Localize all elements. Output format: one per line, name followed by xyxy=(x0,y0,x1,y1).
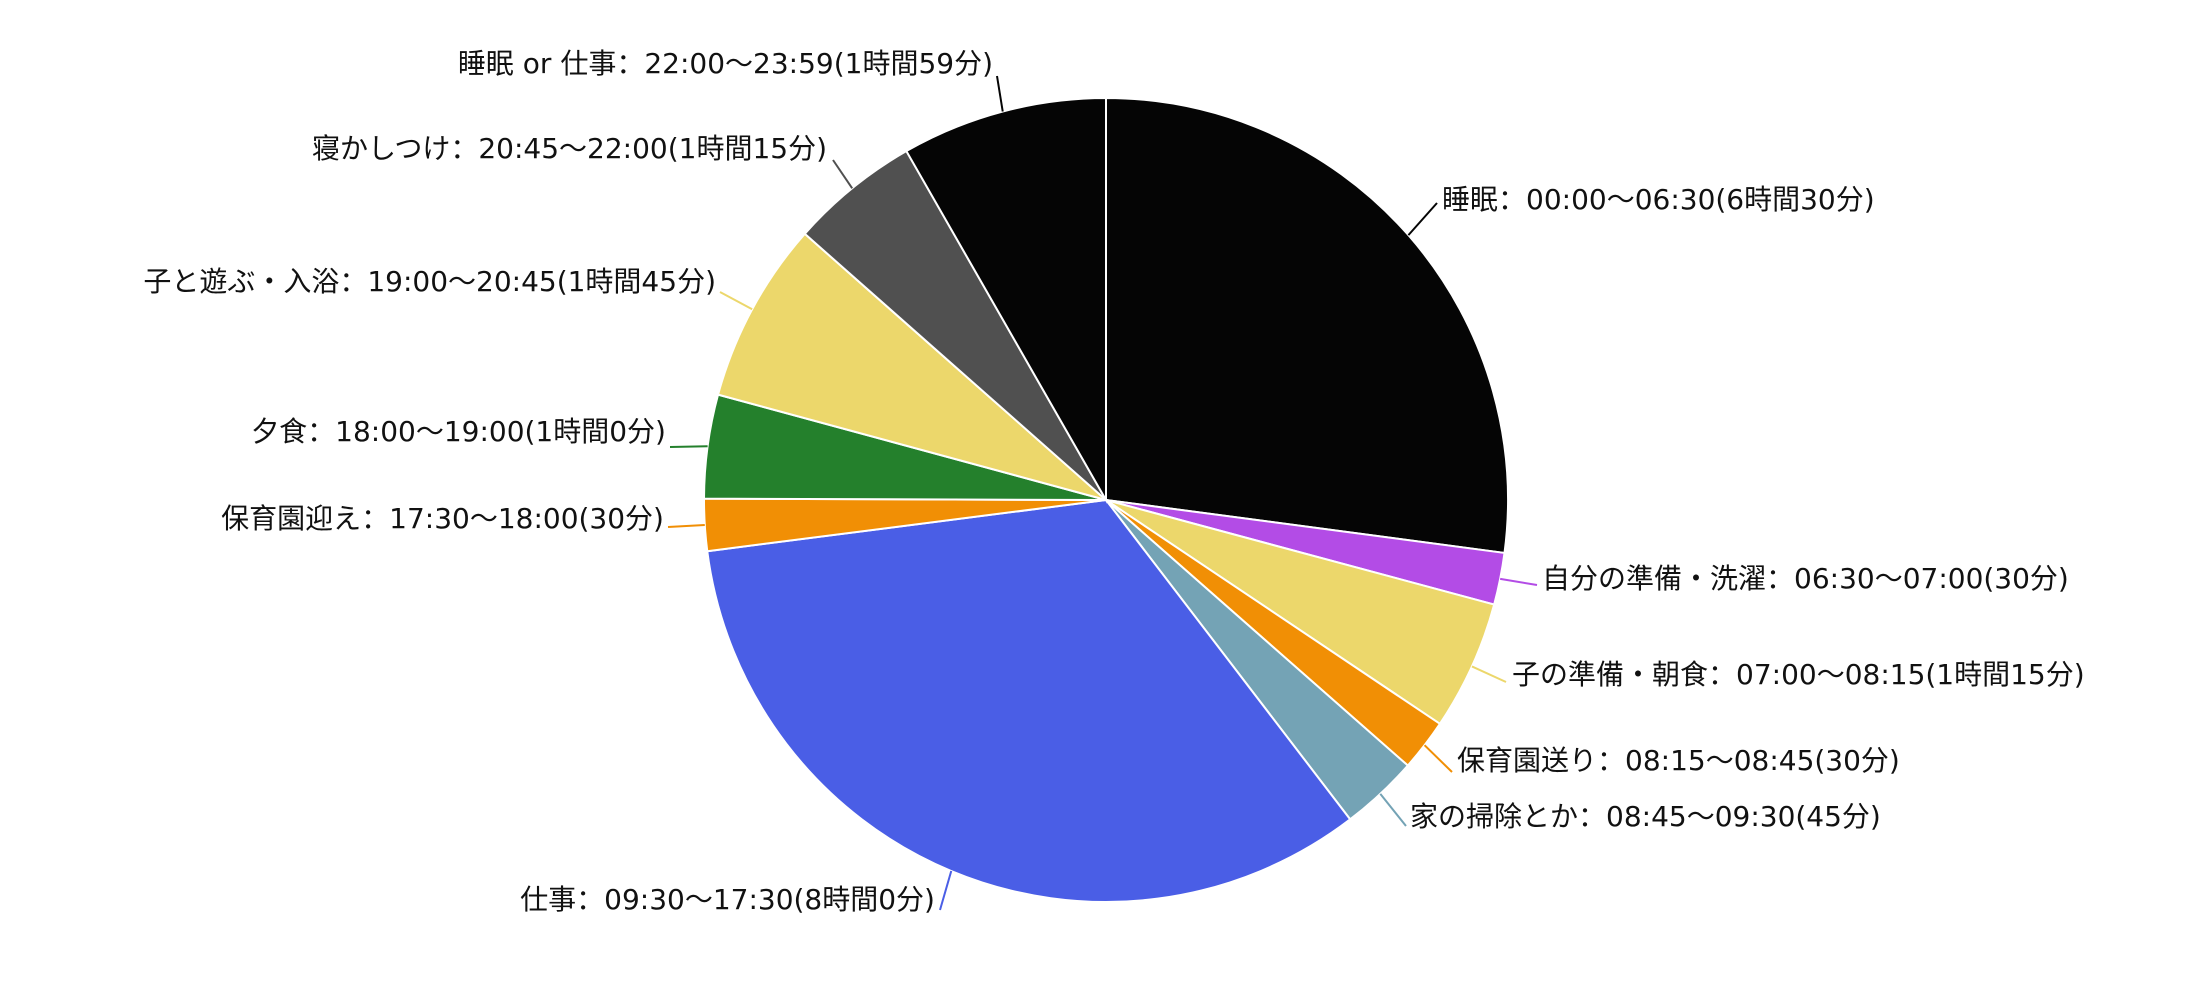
slice-label-9: 子と遊ぶ・入浴：19:00〜20:45(1時間45分) xyxy=(143,265,716,298)
slice-label-10: 寝かしつけ：20:45〜22:00(1時間15分) xyxy=(312,132,827,165)
leader-line-5 xyxy=(1379,793,1407,827)
slice-label-5: 家の掃除とか：08:45〜09:30(45分) xyxy=(1410,800,1881,833)
leader-line-2 xyxy=(1500,577,1538,586)
slice-label-8: 夕食：18:00〜19:00(1時間0分) xyxy=(251,415,666,448)
leader-line-8 xyxy=(669,445,708,448)
pie-slice-1 xyxy=(1105,96,1509,555)
leader-line-3 xyxy=(1471,665,1507,683)
pie-slice-11 xyxy=(905,96,1107,504)
leader-line-10 xyxy=(832,159,854,189)
leader-line-1 xyxy=(1407,202,1438,236)
slices-layer xyxy=(702,96,1509,903)
slice-label-2: 自分の準備・洗濯：06:30〜07:00(30分) xyxy=(1542,562,2069,595)
pie-slice-6 xyxy=(706,498,1352,903)
slice-label-3: 子の準備・朝食：07:00〜08:15(1時間15分) xyxy=(1512,658,2085,691)
slice-label-6: 仕事：09:30〜17:30(8時間0分) xyxy=(520,883,935,916)
leaders-layer xyxy=(667,75,1538,911)
slice-label-7: 保育園迎え：17:30〜18:00(30分) xyxy=(221,502,664,535)
slice-label-1: 睡眠：00:00〜06:30(6時間30分) xyxy=(1442,183,1875,216)
leader-line-11 xyxy=(996,75,1004,112)
labels-layer: 睡眠：00:00〜06:30(6時間30分) 自分の準備・洗濯：06:30〜07:… xyxy=(143,47,2084,916)
slice-label-11: 睡眠 or 仕事：22:00〜23:59(1時間59分) xyxy=(458,47,993,80)
slice-label-4: 保育園送り：08:15〜08:45(30分) xyxy=(1457,744,1900,777)
leader-line-4 xyxy=(1423,744,1453,773)
leader-line-7 xyxy=(667,524,705,528)
leader-line-9 xyxy=(719,291,753,311)
leader-line-6 xyxy=(939,870,953,911)
